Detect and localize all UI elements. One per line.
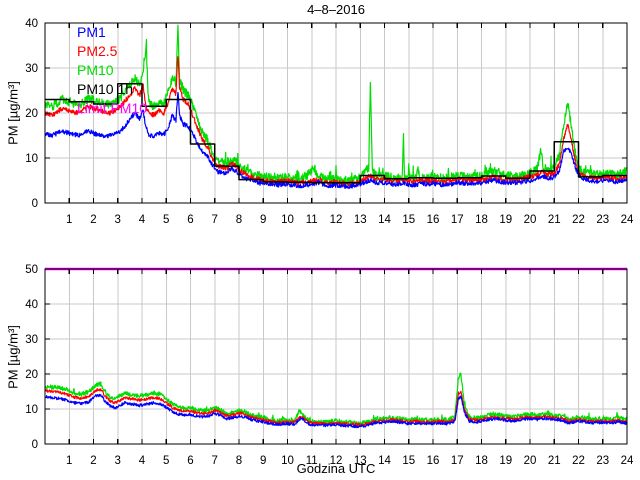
- svg-text:22: 22: [572, 455, 585, 467]
- svg-text:5: 5: [163, 214, 169, 226]
- svg-text:20: 20: [524, 214, 537, 226]
- svg-text:11: 11: [306, 455, 318, 467]
- svg-text:2: 2: [90, 214, 96, 226]
- svg-text:11: 11: [306, 214, 318, 226]
- svg-text:19: 19: [499, 214, 512, 226]
- svg-text:10: 10: [281, 455, 294, 467]
- svg-text:24: 24: [621, 455, 634, 467]
- svg-text:16: 16: [427, 455, 440, 467]
- svg-text:10: 10: [25, 153, 38, 165]
- svg-text:40: 40: [25, 18, 38, 30]
- svg-text:12: 12: [330, 214, 343, 226]
- svg-text:21: 21: [548, 214, 561, 226]
- svg-text:24: 24: [621, 214, 634, 226]
- svg-text:2: 2: [90, 455, 96, 467]
- svg-text:23: 23: [596, 214, 609, 226]
- svg-text:20: 20: [524, 455, 537, 467]
- svg-text:6: 6: [187, 455, 193, 467]
- svg-text:9: 9: [260, 455, 266, 467]
- legend-item-pm2-5: PM2.5: [77, 43, 118, 59]
- x-axis-label: Godzina UTC: [296, 461, 376, 476]
- svg-text:50: 50: [25, 264, 38, 276]
- svg-text:5: 5: [163, 455, 169, 467]
- svg-text:14: 14: [378, 455, 391, 467]
- legend-item-limit-pm10: Limit PM10: [77, 100, 148, 116]
- svg-text:15: 15: [402, 455, 415, 467]
- svg-text:23: 23: [596, 455, 609, 467]
- y-axis-label-top: PM [µg/m³]: [5, 81, 21, 145]
- svg-text:7: 7: [212, 214, 218, 226]
- svg-text:8: 8: [236, 455, 242, 467]
- y-axis-label-bottom: PM [µg/m³]: [5, 325, 21, 389]
- svg-text:12: 12: [330, 455, 343, 467]
- svg-text:40: 40: [25, 299, 38, 311]
- svg-text:19: 19: [499, 455, 512, 467]
- chart-title: 4–8–2016: [307, 2, 365, 17]
- svg-text:15: 15: [402, 214, 415, 226]
- svg-text:4: 4: [139, 214, 146, 226]
- svg-text:20: 20: [25, 369, 38, 381]
- svg-text:7: 7: [212, 455, 218, 467]
- legend: PM1 PM2.5 PM10 PM10 1h Limit PM10: [77, 23, 147, 118]
- svg-text:18: 18: [475, 214, 488, 226]
- legend-item-pm10: PM10: [77, 62, 114, 78]
- svg-text:10: 10: [25, 404, 38, 416]
- svg-text:30: 30: [25, 63, 38, 75]
- svg-text:1: 1: [66, 455, 72, 467]
- svg-text:17: 17: [451, 214, 464, 226]
- legend-item-pm1: PM1: [77, 24, 106, 40]
- svg-text:0: 0: [32, 439, 38, 451]
- svg-text:3: 3: [115, 455, 121, 467]
- svg-text:22: 22: [572, 214, 585, 226]
- svg-text:0: 0: [32, 198, 38, 210]
- legend-item-pm10-1h: PM10 1h: [77, 81, 134, 97]
- svg-text:13: 13: [354, 214, 367, 226]
- svg-text:8: 8: [236, 214, 242, 226]
- svg-text:16: 16: [427, 214, 440, 226]
- svg-text:4: 4: [139, 455, 146, 467]
- svg-text:9: 9: [260, 214, 266, 226]
- svg-text:10: 10: [281, 214, 294, 226]
- svg-text:21: 21: [548, 455, 561, 467]
- svg-text:1: 1: [66, 214, 72, 226]
- svg-text:6: 6: [187, 214, 193, 226]
- svg-text:18: 18: [475, 455, 488, 467]
- svg-text:13: 13: [354, 455, 367, 467]
- svg-text:30: 30: [25, 334, 38, 346]
- svg-text:14: 14: [378, 214, 391, 226]
- svg-text:20: 20: [25, 108, 38, 120]
- svg-text:3: 3: [115, 214, 121, 226]
- svg-text:17: 17: [451, 455, 464, 467]
